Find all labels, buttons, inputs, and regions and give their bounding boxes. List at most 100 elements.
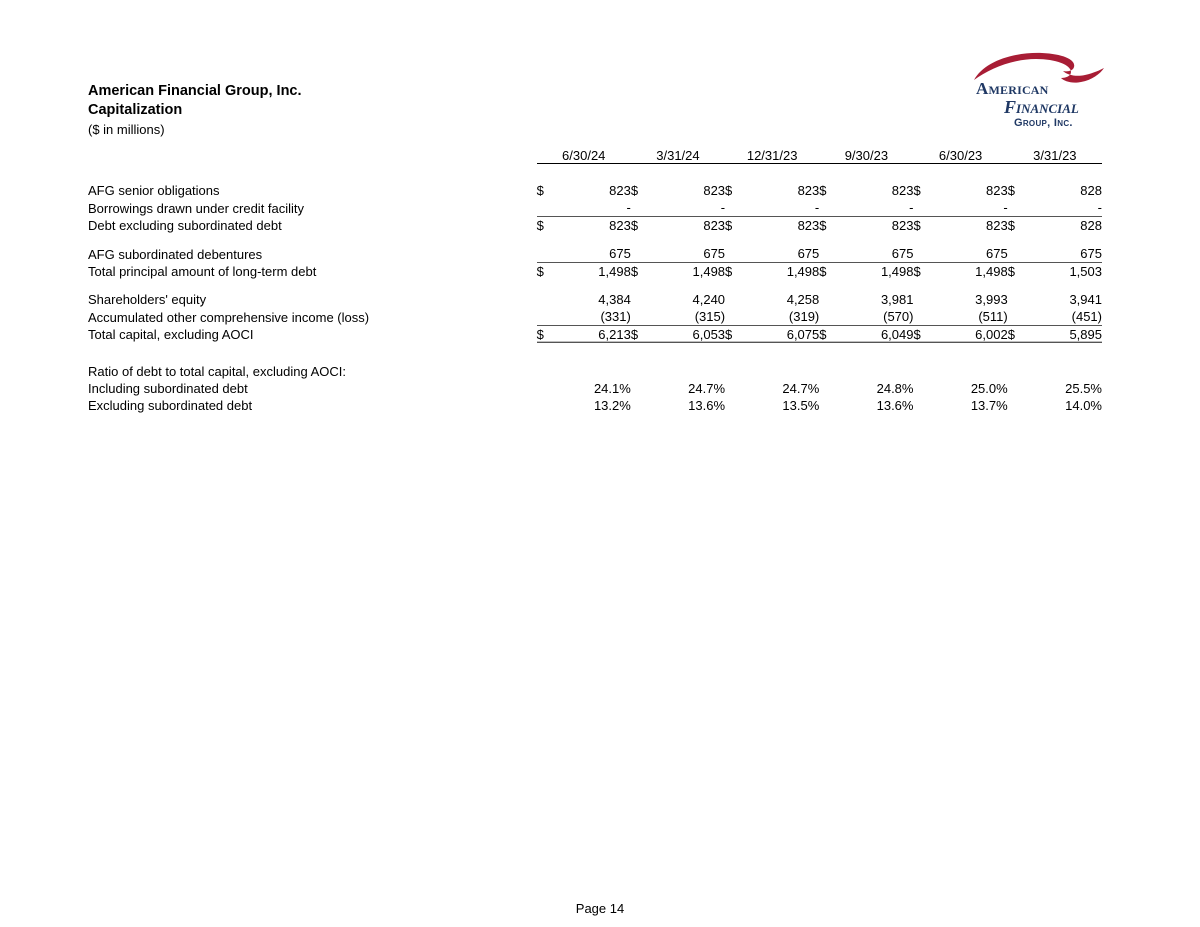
cell-value: - <box>1097 200 1102 215</box>
cell-value: 6,002 <box>927 325 1008 343</box>
currency-symbol-2 <box>631 245 645 263</box>
table-row: Borrowings drawn under credit facility - -… <box>88 199 1102 217</box>
empty-cell <box>928 363 1008 380</box>
empty-cell <box>537 363 551 380</box>
currency-symbol-6 <box>1008 380 1022 397</box>
currency-symbol-6 <box>1008 308 1022 326</box>
spacer-row <box>88 280 1102 291</box>
currency-symbol-5: $ <box>913 325 928 343</box>
currency-symbol-2 <box>631 397 645 414</box>
cell-value: 1,503 <box>1022 262 1102 280</box>
currency-symbol-3 <box>725 397 739 414</box>
cell-value: 3,941 <box>1069 292 1102 307</box>
table-header-row: 6/30/24 3/31/24 12/31/23 9/30/23 6/30/23 3/31… <box>88 148 1102 163</box>
empty-cell <box>834 363 914 380</box>
cell-value: 24.1% <box>593 381 631 396</box>
currency-symbol-6: $ <box>1007 325 1023 343</box>
row-label: Shareholders' equity <box>88 292 207 307</box>
table-row: Including subordinated debt 24.1% 24.7% 24.… <box>88 380 1102 397</box>
empty-cell <box>725 363 739 380</box>
currency-symbol-6 <box>1008 397 1022 414</box>
american-financial-group-logo: American Financial Group, Inc. <box>968 50 1128 130</box>
currency-symbol-4: $ <box>819 325 834 343</box>
cell-value: 675 <box>609 246 631 261</box>
empty-cell <box>913 363 927 380</box>
currency-symbol-6 <box>1008 199 1022 217</box>
currency-symbol-1: $ <box>536 262 551 280</box>
ratio-section-heading: Ratio of debt to total capital, excludin… <box>88 364 346 379</box>
column-header-4: 9/30/23 <box>844 148 889 163</box>
cell-value: - <box>720 200 726 215</box>
cell-value: 5,895 <box>1022 325 1102 343</box>
currency-symbol-3 <box>725 199 739 217</box>
currency-symbol-2 <box>631 199 645 217</box>
row-label: Total principal amount of long-term debt <box>88 264 317 279</box>
currency-symbol-2: $ <box>630 262 646 280</box>
table-row: Debt excluding subordinated debt $823 $823… <box>88 216 1102 234</box>
currency-symbol-3 <box>725 308 739 326</box>
currency-symbol-3: $ <box>725 216 740 234</box>
cell-value: 6,049 <box>833 325 914 343</box>
currency-symbol-4 <box>819 380 833 397</box>
page-title: Capitalization <box>88 102 183 118</box>
table-row: Excluding subordinated debt 13.2% 13.6% 13.… <box>88 397 1102 414</box>
cell-value: 4,240 <box>692 292 726 307</box>
cell-value: 1,498 <box>927 262 1008 280</box>
cell-value: 823 <box>609 183 631 198</box>
cell-value: 675 <box>891 246 914 261</box>
currency-symbol-4 <box>819 397 833 414</box>
currency-symbol-3 <box>725 291 739 308</box>
cell-value: (319) <box>788 309 820 324</box>
cell-value: 6,053 <box>645 325 726 343</box>
empty-cell <box>551 363 631 380</box>
cell-value: 823 <box>703 183 726 198</box>
cell-value: 24.7% <box>782 381 820 396</box>
header-label-blank <box>88 148 537 163</box>
currency-symbol-5: $ <box>913 216 928 234</box>
logo-text-group: Group, Inc. <box>1014 117 1073 129</box>
table-header-rule-row <box>88 163 1102 164</box>
ratio-section-heading-row: Ratio of debt to total capital, excludin… <box>88 363 1102 380</box>
cell-value: 4,384 <box>598 292 631 307</box>
currency-symbol-4: $ <box>819 216 834 234</box>
cell-value: (315) <box>694 309 726 324</box>
currency-symbol-6: $ <box>1007 183 1015 198</box>
cell-value: 4,258 <box>786 292 820 307</box>
currency-symbol-3: $ <box>725 262 740 280</box>
currency-symbol-3: $ <box>725 325 740 343</box>
cell-value: 13.6% <box>688 398 726 413</box>
eagle-swoosh-icon <box>974 52 1104 83</box>
currency-symbol-4: $ <box>819 183 827 198</box>
row-label: Including subordinated debt <box>88 381 248 396</box>
table-row: AFG subordinated debentures 675 675 675 675 6… <box>88 245 1102 263</box>
cell-value: 1,498 <box>645 262 726 280</box>
cell-value: (451) <box>1071 309 1102 324</box>
cell-value: 25.5% <box>1065 381 1102 396</box>
cell-value: 14.0% <box>1065 398 1102 413</box>
cell-value: 24.8% <box>876 381 914 396</box>
currency-symbol-1 <box>537 397 551 414</box>
cell-value: 1,498 <box>550 262 631 280</box>
currency-symbol-4 <box>819 199 833 217</box>
empty-cell <box>645 363 725 380</box>
row-label: AFG senior obligations <box>88 183 220 198</box>
page-header: American Financial Group, Inc. Capitaliz… <box>88 82 302 139</box>
empty-cell <box>1008 363 1022 380</box>
row-label: Excluding subordinated debt <box>88 398 253 413</box>
currency-symbol-1 <box>537 308 551 326</box>
spacer-row <box>88 343 1102 363</box>
table-row: Accumulated other comprehensive income (… <box>88 308 1102 326</box>
cell-value: (511) <box>978 309 1008 324</box>
cell-value: 6,213 <box>550 325 631 343</box>
cell-value: 13.5% <box>782 398 820 413</box>
cell-value: 13.2% <box>593 398 631 413</box>
table-row: AFG senior obligations $823 $823 $823 $823 $8… <box>88 182 1102 199</box>
column-header-rule-2 <box>630 163 726 164</box>
column-header-2: 3/31/24 <box>656 148 700 163</box>
currency-symbol-1: $ <box>536 216 551 234</box>
currency-symbol-2: $ <box>630 216 646 234</box>
page-number: Page 14 <box>575 901 625 916</box>
logo-text-american: American <box>976 79 1049 98</box>
column-header-rule-4 <box>819 163 914 164</box>
units-note: ($ in millions) <box>88 122 165 137</box>
